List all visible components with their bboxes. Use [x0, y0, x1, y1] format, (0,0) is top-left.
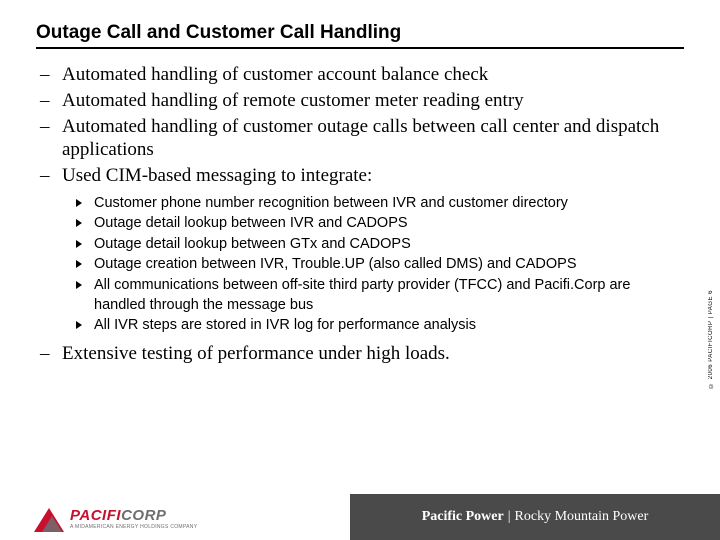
slide: Outage Call and Customer Call Handling A… — [0, 0, 720, 540]
list-item: All communications between off-site thir… — [76, 276, 684, 315]
list-item: Outage detail lookup between IVR and CAD… — [76, 214, 684, 234]
sub-bullet-list: Customer phone number recognition betwee… — [36, 194, 684, 336]
list-item: Outage creation between IVR, Trouble.UP … — [76, 255, 684, 275]
footer-logo: PACIFICORP A MIDAMERICAN ENERGY HOLDINGS… — [34, 506, 197, 532]
footer: PACIFICORP A MIDAMERICAN ENERGY HOLDINGS… — [0, 494, 720, 540]
logo-mark-icon — [34, 506, 64, 532]
list-item: Customer phone number recognition betwee… — [76, 194, 684, 214]
list-item: Automated handling of customer account b… — [36, 63, 684, 87]
logo-name-part2: CORP — [121, 507, 166, 524]
bullet-list-bottom: Extensive testing of performance under h… — [36, 342, 684, 366]
content-area: Automated handling of customer account b… — [36, 63, 684, 365]
list-item: Automated handling of remote customer me… — [36, 89, 684, 113]
logo-name-part1: PACIFI — [70, 507, 121, 524]
logo-tagline: A MIDAMERICAN ENERGY HOLDINGS COMPANY — [70, 525, 197, 530]
logo-name: PACIFICORP — [70, 508, 197, 523]
title-underline — [36, 47, 684, 49]
slide-title: Outage Call and Customer Call Handling — [36, 22, 684, 44]
footer-brands-text: Pacific Power|Rocky Mountain Power — [422, 509, 649, 525]
list-item: Used CIM-based messaging to integrate: — [36, 164, 684, 188]
list-item: All IVR steps are stored in IVR log for … — [76, 316, 684, 336]
bullet-list-top: Automated handling of customer account b… — [36, 63, 684, 188]
list-item: Automated handling of customer outage ca… — [36, 115, 684, 163]
list-item: Extensive testing of performance under h… — [36, 342, 684, 366]
footer-brands-bar: Pacific Power|Rocky Mountain Power — [350, 494, 720, 540]
footer-brand-right: Rocky Mountain Power — [515, 509, 649, 524]
list-item: Outage detail lookup between GTx and CAD… — [76, 235, 684, 255]
logo-text: PACIFICORP A MIDAMERICAN ENERGY HOLDINGS… — [70, 508, 197, 530]
footer-brand-left: Pacific Power — [422, 509, 504, 524]
copyright-side-label: © 2006 PACIFICORP | PAGE 6 — [708, 290, 714, 388]
